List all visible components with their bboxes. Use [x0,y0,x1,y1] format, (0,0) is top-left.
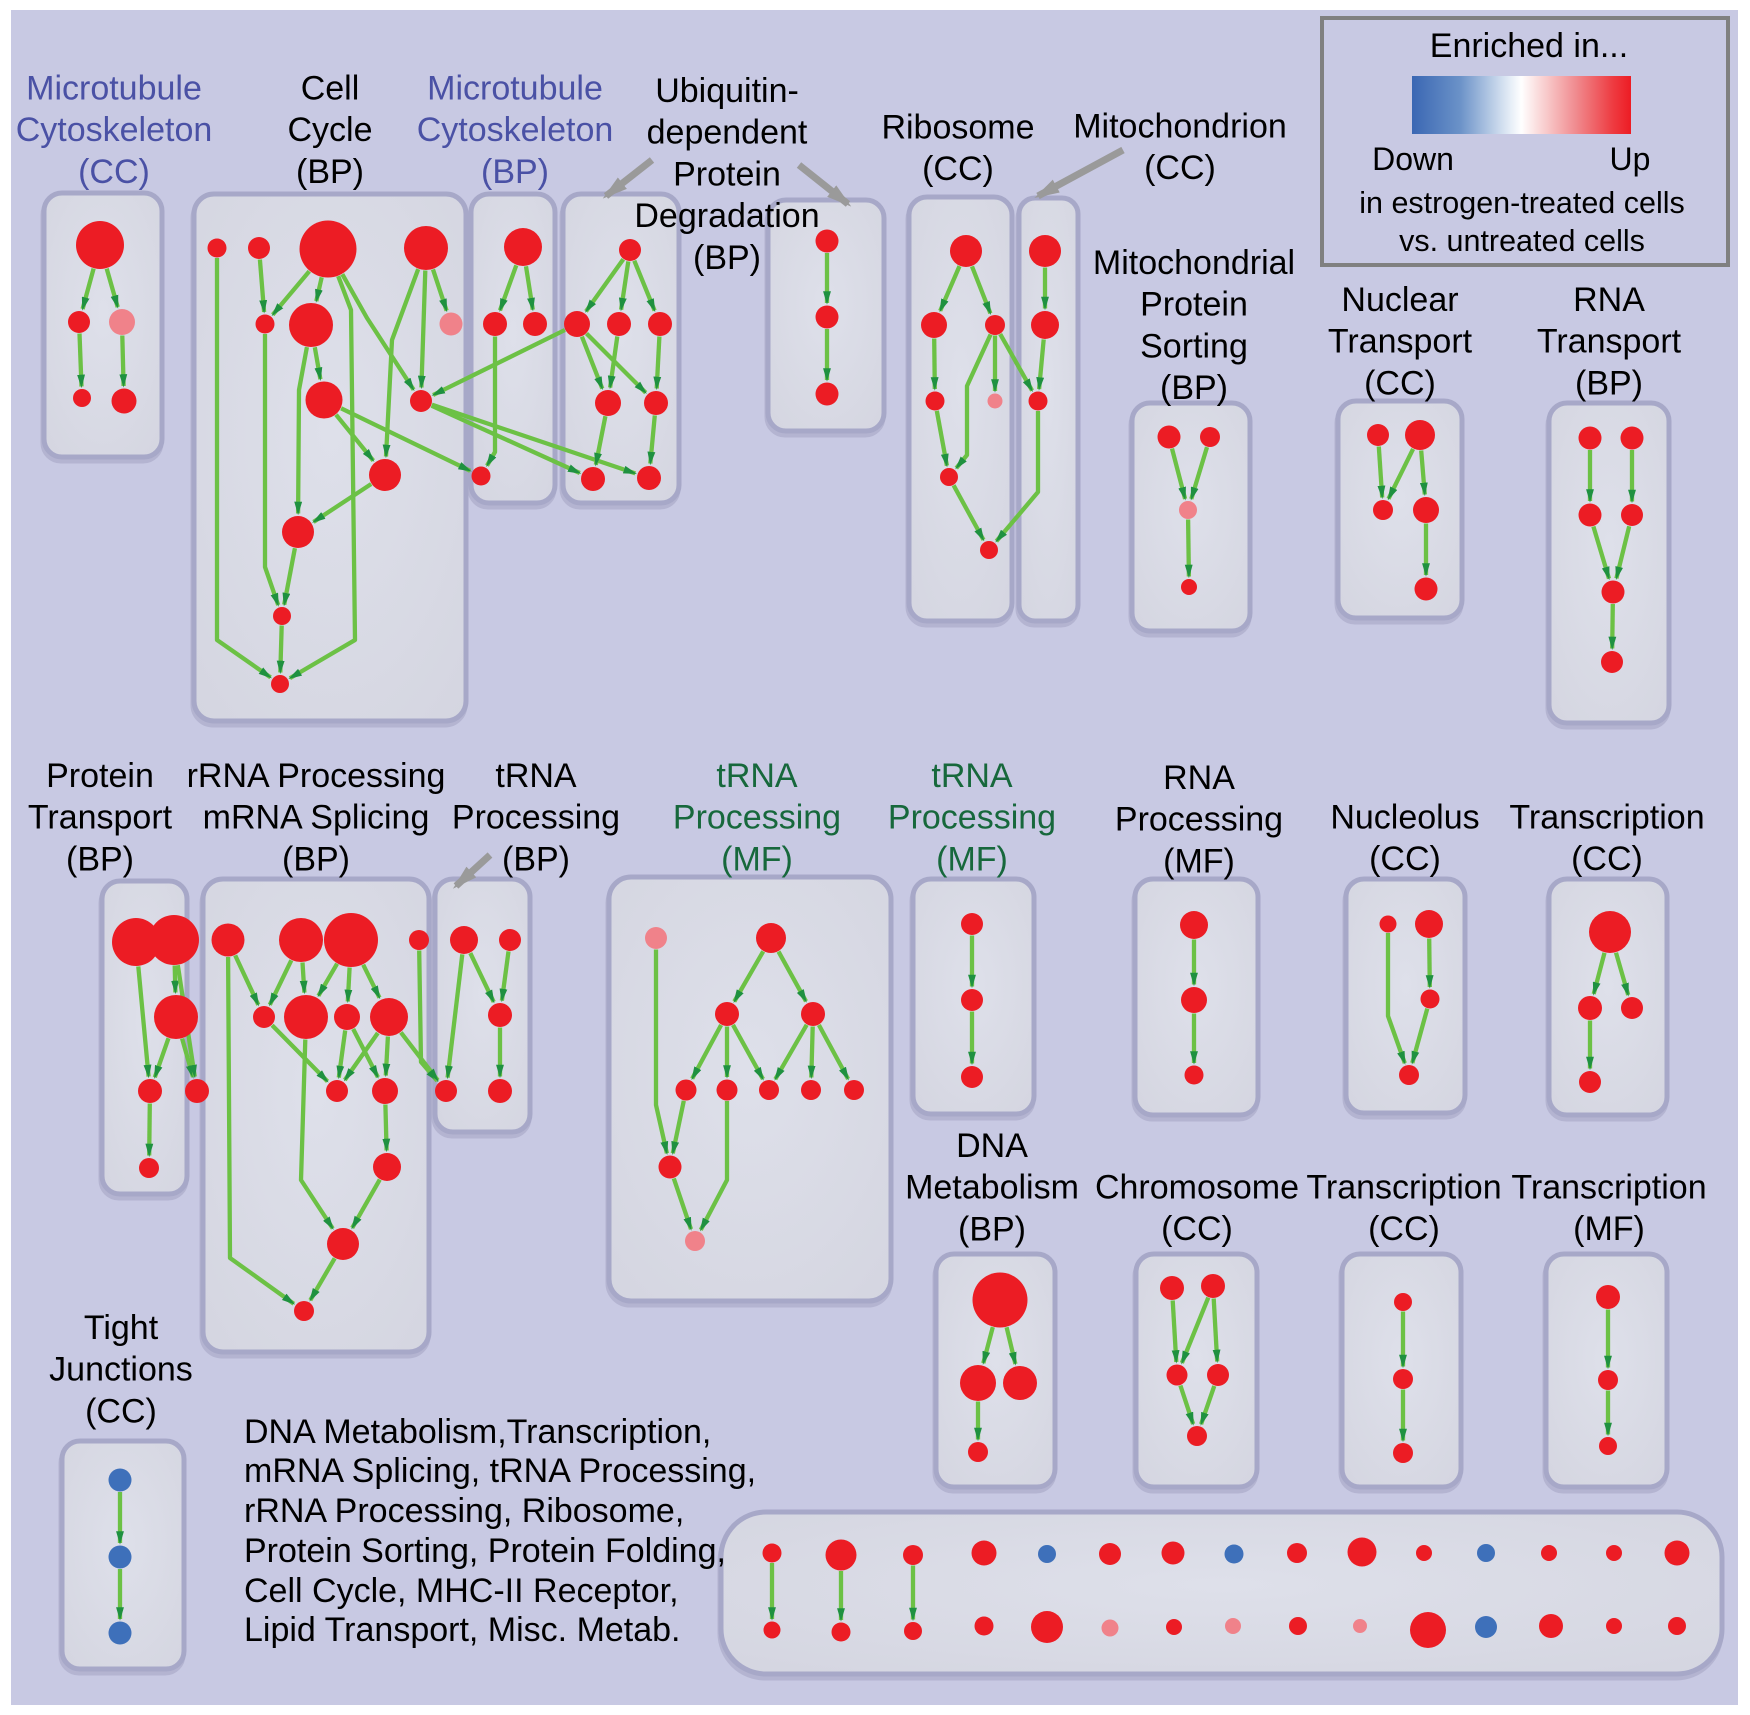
svg-text:(BP): (BP) [693,239,761,277]
svg-text:(MF): (MF) [936,840,1008,878]
svg-text:(BP): (BP) [66,840,134,878]
svg-text:Down: Down [1372,141,1454,177]
svg-text:(CC): (CC) [1571,840,1643,878]
svg-text:Cycle: Cycle [287,111,372,149]
svg-text:Nucleolus: Nucleolus [1330,799,1479,837]
svg-text:Transport: Transport [1537,323,1682,361]
svg-text:Up: Up [1610,141,1651,177]
svg-text:tRNA: tRNA [495,757,577,795]
svg-text:dependent: dependent [647,114,808,152]
svg-text:RNA: RNA [1163,759,1235,797]
svg-text:Enriched in...: Enriched in... [1430,27,1628,65]
svg-text:(CC): (CC) [1364,364,1436,402]
svg-text:Mitochondrion: Mitochondrion [1073,108,1287,146]
svg-text:(BP): (BP) [502,840,570,878]
svg-text:Tight: Tight [84,1309,159,1347]
svg-text:rRNA Processing, Ribosome,: rRNA Processing, Ribosome, [244,1492,684,1530]
svg-text:Processing: Processing [1115,801,1283,839]
svg-text:(MF): (MF) [721,840,793,878]
svg-text:Protein: Protein [1140,286,1248,324]
svg-text:Junctions: Junctions [49,1351,193,1389]
svg-text:in estrogen-treated cells: in estrogen-treated cells [1359,186,1685,220]
svg-text:mRNA Splicing: mRNA Splicing [203,799,430,837]
svg-text:Protein: Protein [673,155,781,193]
svg-text:Protein: Protein [46,757,154,795]
svg-text:Processing: Processing [888,799,1056,837]
svg-text:Transport: Transport [1328,323,1473,361]
svg-text:Cytoskeleton: Cytoskeleton [16,111,213,149]
svg-text:Transcription: Transcription [1511,1169,1706,1207]
svg-text:(MF): (MF) [1573,1210,1645,1248]
svg-text:Degradation: Degradation [634,197,819,235]
svg-text:RNA: RNA [1573,281,1645,319]
svg-text:(CC): (CC) [1161,1210,1233,1248]
svg-text:(BP): (BP) [1575,364,1643,402]
svg-text:Processing: Processing [673,799,841,837]
svg-text:DNA Metabolism,Transcription,: DNA Metabolism,Transcription, [244,1413,711,1451]
svg-text:Ribosome: Ribosome [881,109,1034,147]
svg-text:Ubiquitin-: Ubiquitin- [655,72,799,110]
svg-text:Transcription: Transcription [1306,1169,1501,1207]
svg-text:(BP): (BP) [296,153,364,191]
svg-text:(CC): (CC) [85,1392,157,1430]
svg-text:vs. untreated cells: vs. untreated cells [1399,224,1645,258]
svg-text:Chromosome: Chromosome [1095,1169,1299,1207]
svg-text:Transcription: Transcription [1509,799,1704,837]
svg-text:Metabolism: Metabolism [905,1169,1079,1207]
svg-text:mRNA Splicing, tRNA Processing: mRNA Splicing, tRNA Processing, [244,1452,756,1490]
svg-text:Nuclear: Nuclear [1341,281,1458,319]
svg-text:(BP): (BP) [481,153,549,191]
svg-text:(BP): (BP) [1160,369,1228,407]
svg-text:Processing: Processing [452,799,620,837]
svg-text:Cell Cycle, MHC-II Receptor,: Cell Cycle, MHC-II Receptor, [244,1572,679,1610]
svg-text:tRNA: tRNA [716,757,798,795]
svg-text:DNA: DNA [956,1127,1028,1165]
svg-text:(BP): (BP) [958,1210,1026,1248]
svg-text:(CC): (CC) [1368,1210,1440,1248]
svg-text:(CC): (CC) [1369,840,1441,878]
svg-text:Cytoskeleton: Cytoskeleton [417,111,614,149]
svg-text:Protein Sorting, Protein Foldi: Protein Sorting, Protein Folding, [244,1532,726,1570]
svg-text:rRNA Processing: rRNA Processing [187,757,446,795]
svg-text:Transport: Transport [28,799,173,837]
svg-text:Microtubule: Microtubule [26,70,202,108]
svg-text:Sorting: Sorting [1140,327,1248,365]
svg-text:Mitochondrial: Mitochondrial [1093,244,1295,282]
svg-text:(CC): (CC) [78,153,150,191]
svg-text:Lipid Transport, Misc. Metab.: Lipid Transport, Misc. Metab. [244,1611,681,1649]
svg-text:(BP): (BP) [282,840,350,878]
svg-text:(MF): (MF) [1163,842,1235,880]
svg-text:(CC): (CC) [922,150,994,188]
svg-text:tRNA: tRNA [931,757,1013,795]
svg-text:(CC): (CC) [1144,149,1216,187]
svg-text:Microtubule: Microtubule [427,70,603,108]
svg-text:Cell: Cell [301,70,360,108]
